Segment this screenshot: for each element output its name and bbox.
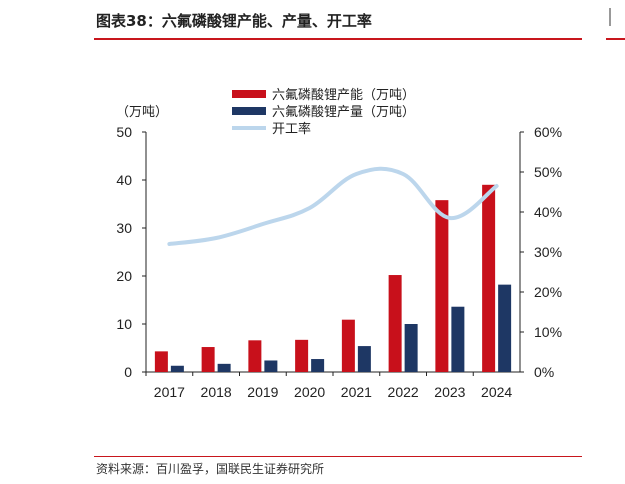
right-tick-label: 20% <box>534 284 562 300</box>
x-tick-label: 2018 <box>201 384 232 400</box>
source-note: 资料来源：百川盈孚，国联民生证券研究所 <box>96 462 325 476</box>
capacity-bar <box>295 339 309 372</box>
chart-bars <box>154 184 512 372</box>
bottom-rule <box>94 456 582 457</box>
capacity-bar <box>248 340 262 372</box>
right-tick-label: 10% <box>534 324 562 340</box>
right-tick-label: 0% <box>534 364 554 380</box>
x-tick-label: 2021 <box>341 384 372 400</box>
chart-axes <box>142 131 524 376</box>
right-tick-label: 40% <box>534 204 562 220</box>
adjacent-page-edge <box>609 8 611 26</box>
legend-output-swatch <box>232 107 266 115</box>
top-rule <box>94 38 582 40</box>
x-tick-label: 2023 <box>434 384 465 400</box>
left-tick-label: 20 <box>116 268 132 284</box>
left-tick-label: 40 <box>116 172 132 188</box>
output-bar <box>170 365 184 372</box>
left-tick-label: 50 <box>116 124 132 140</box>
x-tick-label: 2017 <box>154 384 185 400</box>
capacity-bar <box>435 200 449 372</box>
legend-label: 开工率 <box>272 121 311 137</box>
x-tick-label: 2019 <box>247 384 278 400</box>
utilization-line <box>167 166 499 246</box>
capacity-bar <box>482 184 496 372</box>
adjacent-page-rule <box>606 38 625 40</box>
right-tick-label: 60% <box>534 124 562 140</box>
left-tick-label: 0 <box>124 364 132 380</box>
page-title: 图表38：六氟磷酸锂产能、产量、开工率 <box>96 12 372 30</box>
output-bar <box>357 346 371 372</box>
left-tick-label: 10 <box>116 316 132 332</box>
x-tick-label: 2024 <box>481 384 512 400</box>
legend-capacity-swatch <box>232 90 266 98</box>
left-axis-unit-label: （万吨） <box>116 105 168 120</box>
right-tick-label: 30% <box>534 244 562 260</box>
output-bar <box>264 360 278 372</box>
chart-labels: 0 10 20 30 40 50 0% 10% 20% 30% 40% 50% 60% （万吨） 2017 2… <box>116 105 562 400</box>
legend-label: 六氟磷酸锂产能（万吨） <box>272 88 415 103</box>
capacity-bar <box>154 351 168 372</box>
capacity-bar <box>201 347 215 372</box>
right-tick-label: 50% <box>534 164 562 180</box>
x-tick-label: 2020 <box>294 384 325 400</box>
output-bar <box>217 363 231 372</box>
output-bar <box>311 359 325 372</box>
output-bar <box>451 306 465 372</box>
chart-line <box>167 166 499 246</box>
legend-label: 六氟磷酸锂产量（万吨） <box>272 105 415 120</box>
output-bar <box>498 284 512 372</box>
x-tick-label: 2022 <box>388 384 419 400</box>
left-tick-label: 30 <box>116 220 132 236</box>
output-bar <box>404 324 418 372</box>
chart-legend: 六氟磷酸锂产能（万吨） 六氟磷酸锂产量（万吨）开工率 <box>232 88 415 137</box>
capacity-bar <box>341 319 355 372</box>
capacity-bar <box>388 275 402 372</box>
